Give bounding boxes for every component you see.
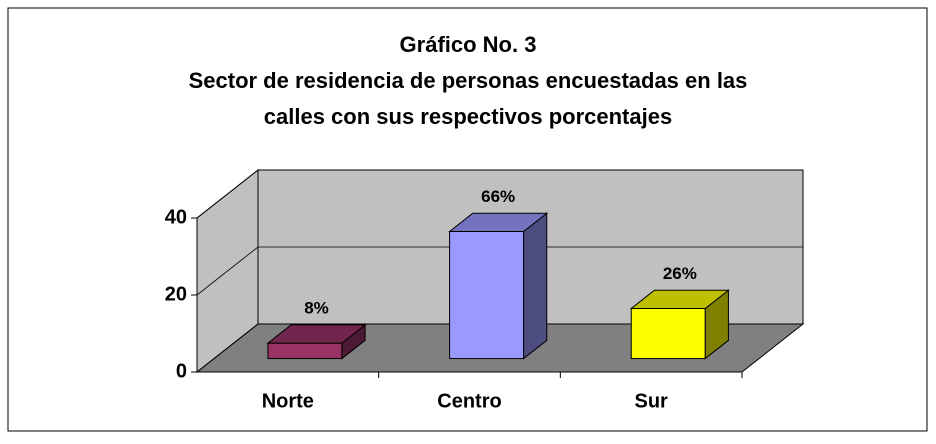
grid-line — [196, 169, 803, 219]
bar-top — [629, 289, 730, 310]
x-tick-label: Sur — [634, 390, 668, 412]
bar-side — [523, 212, 548, 360]
chart-title: calles con sus respectivos porcentajes — [264, 104, 672, 129]
value-label: 8% — [304, 298, 329, 317]
grid-line — [196, 323, 803, 373]
bar-front — [630, 308, 706, 360]
bar-top — [266, 324, 367, 344]
y-tick-label: 0 — [176, 360, 187, 382]
grid-line — [196, 246, 803, 296]
bar-front — [449, 231, 525, 360]
x-tick-label: Centro — [437, 390, 501, 412]
y-tick-label: 20 — [165, 283, 187, 305]
value-label: 66% — [481, 187, 515, 206]
y-tick-label: 40 — [165, 206, 187, 228]
x-tick-label: Norte — [262, 390, 314, 412]
chart-title: Sector de residencia de personas encuest… — [189, 68, 748, 93]
chart-title: Gráfico No. 3 — [400, 32, 537, 57]
bar-front — [267, 342, 343, 360]
value-label: 26% — [663, 264, 697, 283]
bar-top — [448, 212, 549, 233]
